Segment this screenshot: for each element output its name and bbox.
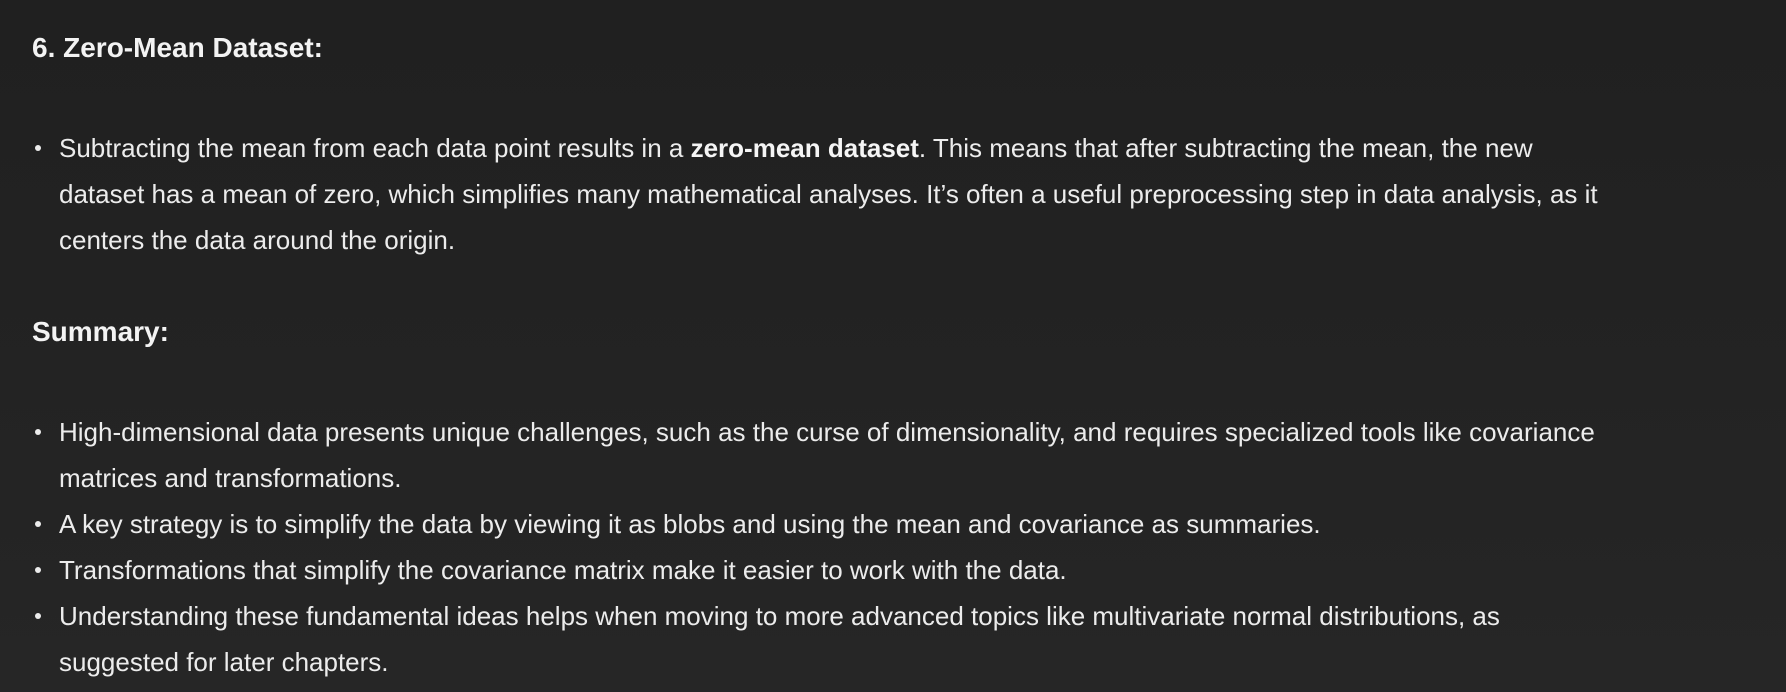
section-heading-zero-mean: 6. Zero-Mean Dataset: [32, 32, 323, 63]
bullet-line: Understanding these fundamental ideas he… [59, 601, 1500, 631]
summary-bullet-list: High-dimensional data presents unique ch… [32, 409, 1786, 685]
bullet-icon [35, 567, 41, 573]
bullet-line: A key strategy is to simplify the data b… [59, 509, 1321, 539]
list-item: High-dimensional data presents unique ch… [32, 409, 1786, 501]
bullet-icon [35, 613, 41, 619]
bullet-line: dataset has a mean of zero, which simpli… [59, 179, 1598, 209]
list-item: A key strategy is to simplify the data b… [32, 501, 1786, 547]
bullet-line: Subtracting the mean from each data poin… [59, 125, 1786, 171]
bullet-icon [35, 145, 41, 151]
list-item: Subtracting the mean from each data poin… [32, 125, 1786, 263]
bullet-text: Subtracting the mean from each data poin… [59, 133, 691, 163]
bullet-text: . This means that after subtracting the … [918, 133, 1533, 163]
bold-term: zero-mean dataset [690, 133, 919, 163]
list-item: Understanding these fundamental ideas he… [32, 593, 1786, 685]
chat-message-content: 6. Zero-Mean Dataset: Subtracting the me… [32, 0, 1786, 692]
bullet-line: Transformations that simplify the covari… [59, 555, 1067, 585]
bullet-icon [35, 521, 41, 527]
bullet-line: suggested for later chapters. [59, 647, 389, 677]
bullet-line: matrices and transformations. [59, 463, 402, 493]
bullet-line: High-dimensional data presents unique ch… [59, 417, 1595, 447]
list-item: Transformations that simplify the covari… [32, 547, 1786, 593]
zero-mean-bullet-list: Subtracting the mean from each data poin… [32, 125, 1786, 263]
section-heading-summary: Summary: [32, 316, 169, 347]
bullet-icon [35, 429, 41, 435]
bullet-line: centers the data around the origin. [59, 225, 456, 255]
